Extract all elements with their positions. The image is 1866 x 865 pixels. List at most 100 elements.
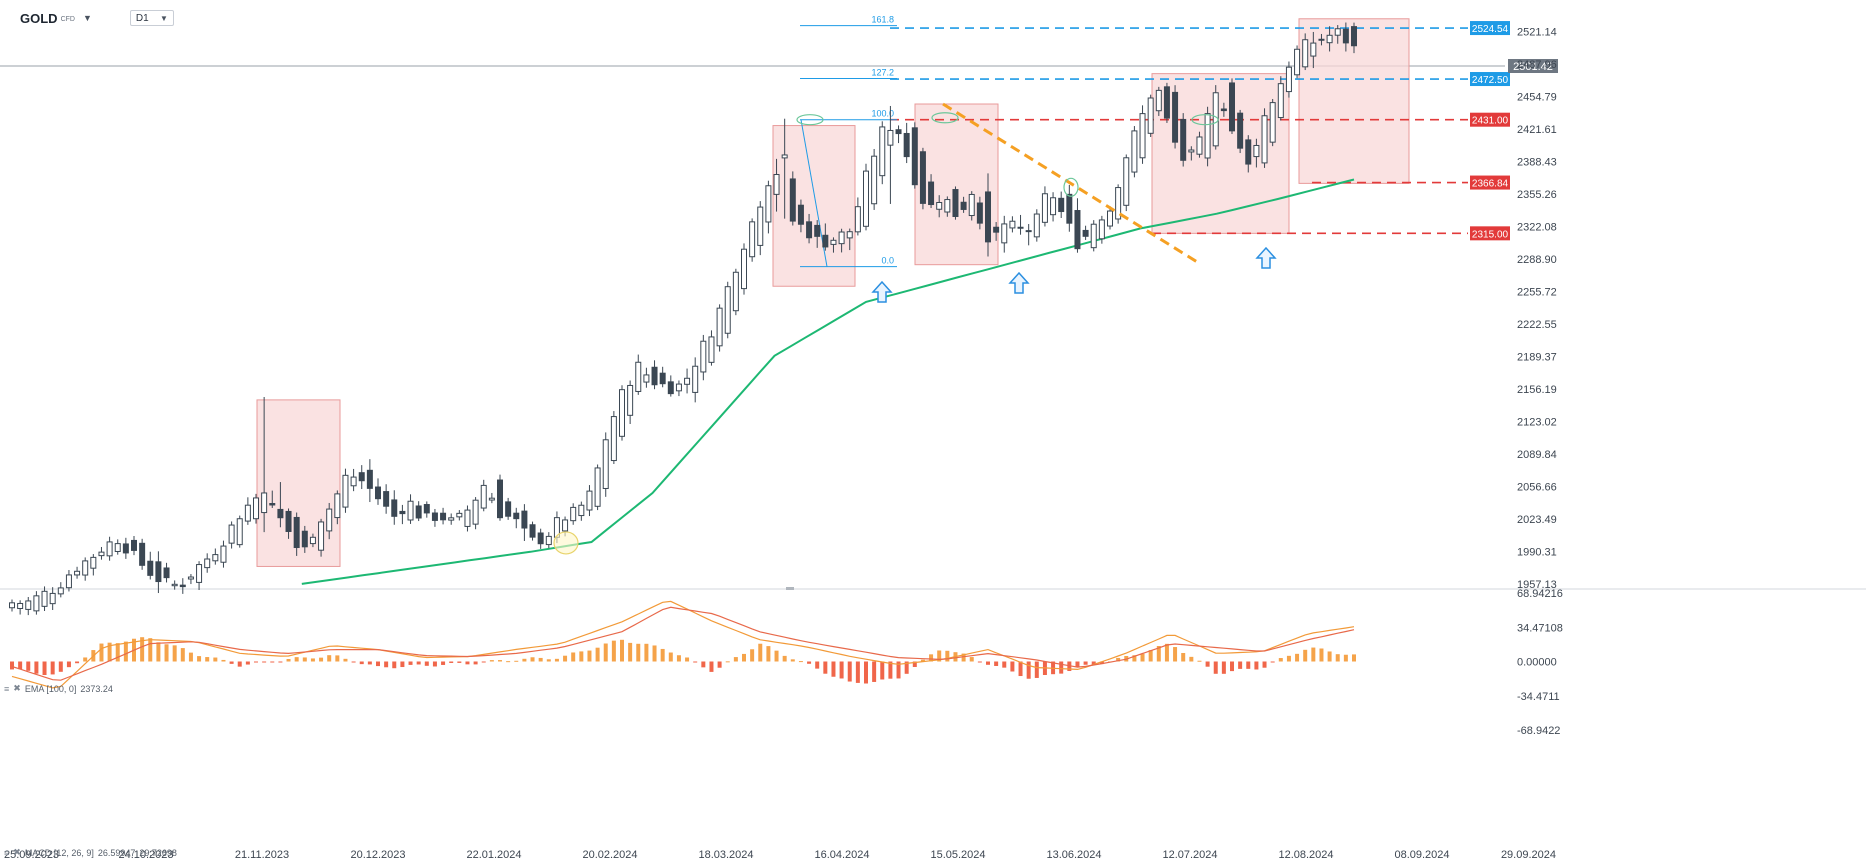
fib-level-label: 127.2 <box>871 68 894 78</box>
x-tick-label: 13.06.2024 <box>1046 849 1101 861</box>
bearish-candle-body <box>269 503 276 506</box>
macd-histogram-bar <box>782 655 787 662</box>
bullish-candle-body <box>610 416 617 462</box>
candle <box>797 199 804 233</box>
candle <box>854 197 861 236</box>
macd-histogram-bar <box>10 661 14 670</box>
bullish-candle-body <box>212 554 219 562</box>
candle <box>895 125 902 144</box>
macd-histogram-bar <box>83 657 88 662</box>
macd-legend-value-2: 29.72698 <box>139 847 177 858</box>
macd-histogram-bar <box>457 661 462 663</box>
macd-histogram-bar <box>1059 661 1064 674</box>
bearish-candle-body <box>155 561 162 583</box>
bullish-candle-body <box>342 474 349 508</box>
descending-trendline <box>942 102 1201 265</box>
macd-legend[interactable]: ≡ ✖ MACD [12, 26, 9] 26.59947 29.72698 <box>4 847 177 858</box>
candle <box>131 535 137 556</box>
bullish-candle-body <box>1090 223 1097 249</box>
close-icon[interactable]: ✖ <box>13 847 21 857</box>
bullish-candle-body <box>757 206 764 246</box>
bearish-candle-body <box>537 532 544 545</box>
candle <box>82 557 89 581</box>
touch-marker-ellipse <box>1063 177 1079 197</box>
bullish-candle-body <box>318 521 325 551</box>
instrument-header: GOLD CFD ▼ D1 ▼ <box>0 0 600 36</box>
axes: 2521.14 2487.96 2454.79 2421.61 2388.43 2355.… <box>4 26 1563 861</box>
macd-histogram-bar <box>1181 652 1186 662</box>
macd-histogram-bar <box>563 655 568 662</box>
macd-histogram-bar <box>1156 646 1161 662</box>
bullish-candle-body <box>456 512 463 518</box>
candle <box>1041 186 1048 227</box>
candle <box>814 220 821 248</box>
macd-histogram-bar <box>197 656 202 662</box>
candle <box>17 600 24 615</box>
bullish-candle-body <box>1285 66 1292 93</box>
macd-histogram-bar <box>18 661 23 670</box>
bullish-candle-body <box>1139 113 1146 159</box>
x-tick-label: 18.03.2024 <box>698 849 753 861</box>
candle <box>1131 126 1138 178</box>
bearish-candle-body <box>797 204 804 225</box>
macd-histogram-bar <box>302 657 307 662</box>
candle <box>179 578 186 594</box>
bearish-candle-body <box>814 224 821 237</box>
timeframe-value: D1 <box>135 12 149 24</box>
macd-line <box>11 600 1355 689</box>
macd-histogram-bar <box>473 661 478 665</box>
candle <box>1302 33 1309 71</box>
bearish-candle-body <box>431 512 438 521</box>
bearish-candle-body <box>399 510 406 515</box>
bullish-candle-body <box>1107 210 1113 227</box>
ema-legend[interactable]: ≡ ✖ EMA [100, 0] 2373.24 <box>4 683 113 694</box>
macd-histogram-bar <box>164 644 169 662</box>
bullish-candle-body <box>1204 113 1211 159</box>
candle <box>838 228 845 253</box>
macd-histogram-bar <box>603 643 608 662</box>
bullish-candle-body <box>765 185 772 223</box>
macd-histogram-bar <box>864 661 868 684</box>
grid <box>0 65 1866 590</box>
candle <box>675 380 682 397</box>
bearish-candle-body <box>1058 197 1065 213</box>
price-level-value: 2366.84 <box>1472 179 1509 190</box>
macd-histogram-bar <box>1254 661 1259 670</box>
bullish-candle-body <box>1302 39 1309 68</box>
macd-histogram-bar <box>1286 655 1291 662</box>
candle <box>610 411 617 464</box>
bearish-candle-body <box>122 543 129 554</box>
y-tick-label: 2189.37 <box>1517 351 1557 363</box>
candle <box>684 368 691 394</box>
y-tick-label: 2222.55 <box>1517 319 1557 331</box>
price-level-value: 2524.54 <box>1472 24 1509 35</box>
candle <box>366 459 373 503</box>
symbol-dropdown-icon[interactable]: ▼ <box>82 13 92 23</box>
settings-icon[interactable]: ≡ <box>4 847 10 858</box>
candle <box>887 105 894 204</box>
candle <box>1253 138 1260 168</box>
fibonacci-layer: 161.8 127.2 100.0 0.0 <box>800 15 897 268</box>
fib-level-label: 161.8 <box>871 15 894 25</box>
macd-histogram-bar <box>904 661 909 674</box>
candle <box>1009 216 1016 233</box>
macd-histogram-bar <box>335 655 340 662</box>
timeframe-select[interactable]: D1 ▼ <box>129 10 174 26</box>
macd-histogram-bar <box>685 657 690 662</box>
close-icon[interactable]: ✖ <box>13 683 21 693</box>
macd-histogram-bar <box>1295 653 1300 662</box>
settings-icon[interactable]: ≡ <box>4 683 10 694</box>
macd-layer <box>10 600 1356 689</box>
top-marker-ellipse <box>796 114 824 126</box>
bearish-candle-body <box>789 178 796 222</box>
candle <box>1090 220 1097 252</box>
candle <box>1237 109 1244 154</box>
symbol-name[interactable]: GOLD <box>20 10 58 26</box>
ema-layer <box>301 178 1355 585</box>
candle <box>244 497 251 525</box>
candle <box>228 521 235 549</box>
bearish-candle-body <box>960 201 967 210</box>
bullish-candle-body <box>236 518 243 546</box>
candle <box>383 484 390 514</box>
